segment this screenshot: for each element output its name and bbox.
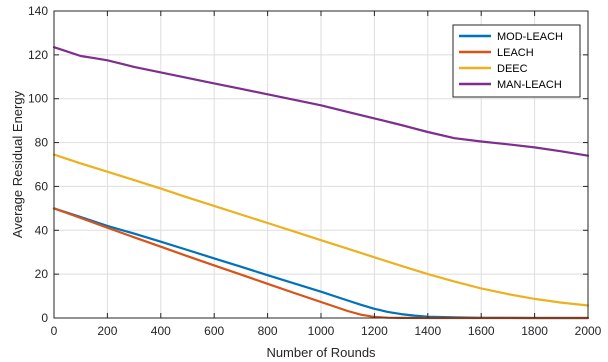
y-tick-label: 120: [28, 48, 48, 62]
axis-ticks: 0 200 400 600 800 1000 1200 1400 1600 1800 2000 0 20…: [28, 4, 602, 338]
x-tick-label: 2000: [575, 324, 602, 338]
y-tick-label: 140: [28, 4, 48, 18]
x-tick-label: 800: [258, 324, 278, 338]
legend-label-man-leach: MAN-LEACH: [497, 79, 562, 91]
y-tick-label: 100: [28, 92, 48, 106]
x-axis-label: Number of Rounds: [266, 345, 376, 360]
y-tick-label: 40: [35, 223, 49, 237]
x-tick-label: 1600: [468, 324, 495, 338]
legend-label-leach: LEACH: [497, 47, 534, 59]
x-tick-label: 0: [51, 324, 58, 338]
x-tick-label: 1200: [361, 324, 388, 338]
y-tick-label: 0: [41, 311, 48, 325]
x-tick-label: 1400: [414, 324, 441, 338]
x-tick-label: 200: [97, 324, 117, 338]
series-line-man-leach: [52, 46, 590, 157]
legend: MOD-LEACH LEACH DEEC MAN-LEACH: [452, 24, 581, 98]
y-axis-label: Average Residual Energy: [10, 90, 25, 238]
legend-label-deec: DEEC: [497, 63, 528, 75]
y-tick-label: 80: [35, 136, 49, 150]
legend-label-mod-leach: MOD-LEACH: [497, 31, 563, 43]
series-line-deec: [52, 153, 590, 307]
x-tick-label: 600: [204, 324, 224, 338]
x-tick-label: 1000: [308, 324, 335, 338]
y-tick-label: 60: [35, 179, 49, 193]
x-tick-label: 400: [151, 324, 171, 338]
y-tick-label: 20: [35, 267, 49, 281]
x-tick-label: 1800: [521, 324, 548, 338]
